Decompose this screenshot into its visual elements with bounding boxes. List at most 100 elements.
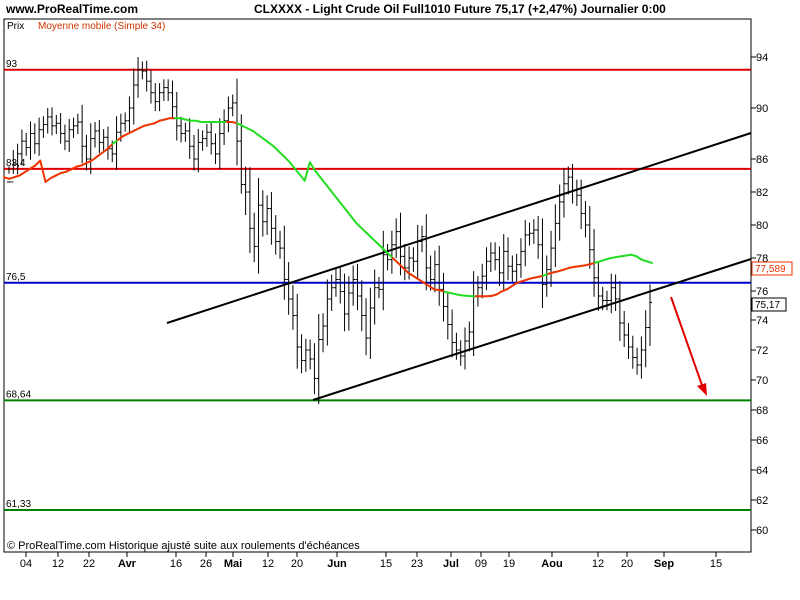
ma-segment xyxy=(257,133,265,140)
ma-segment xyxy=(262,137,270,144)
price-bar xyxy=(260,190,265,237)
x-tick-label: 20 xyxy=(291,558,303,570)
price-bar xyxy=(536,215,541,259)
price-bar xyxy=(316,314,321,404)
price-bar xyxy=(389,230,394,274)
price-bar xyxy=(299,334,304,374)
price-bar xyxy=(273,215,278,255)
price-bar xyxy=(183,122,188,142)
legend-moving-average: Moyenne mobile (Simple 34) xyxy=(38,21,165,32)
price-bar xyxy=(187,118,192,159)
price-bar xyxy=(544,255,549,297)
price-bar xyxy=(312,343,317,395)
ma-segment xyxy=(28,164,37,170)
price-bar xyxy=(553,204,558,268)
price-bar xyxy=(15,143,20,175)
x-tick-label: 16 xyxy=(170,558,182,570)
ma-segment xyxy=(407,271,415,278)
y-tick-label: 62 xyxy=(756,495,768,507)
price-bar xyxy=(531,219,536,244)
price-bar xyxy=(635,347,640,375)
price-bar xyxy=(230,94,235,117)
x-tick-label: Jun xyxy=(327,558,347,570)
price-bar xyxy=(75,113,80,135)
ma-segment xyxy=(277,150,285,158)
y-tick-label: 90 xyxy=(756,103,768,115)
price-bar xyxy=(50,107,55,136)
level-label-83,4: 83,4 xyxy=(6,158,26,169)
price-bar xyxy=(247,167,252,254)
price-bar xyxy=(467,321,472,352)
price-bar xyxy=(454,332,459,360)
site-brand[interactable]: www.ProRealTime.com xyxy=(6,2,139,16)
price-bar xyxy=(566,166,571,195)
price-bar xyxy=(385,243,390,271)
price-bar xyxy=(501,234,506,291)
x-tick-label: 09 xyxy=(475,558,487,570)
price-bar xyxy=(424,214,429,291)
price-bar xyxy=(527,222,532,246)
price-bar xyxy=(140,61,145,80)
ma-segment xyxy=(91,155,99,162)
price-bar xyxy=(333,268,338,297)
y-tick-label: 94 xyxy=(756,52,768,64)
last-ma-tag: 77,589 xyxy=(751,261,793,276)
price-bar xyxy=(136,57,141,98)
price-bar xyxy=(11,150,16,183)
price-bar xyxy=(394,218,399,258)
ma-segment xyxy=(303,161,311,182)
x-tick-label: 12 xyxy=(52,558,64,570)
price-bar xyxy=(265,195,270,235)
footer-note: © ProRealTime.com Historique ajusté suit… xyxy=(7,540,360,552)
ma-segment xyxy=(298,173,306,182)
price-bar xyxy=(80,104,85,164)
price-bar xyxy=(617,281,622,341)
price-bar xyxy=(153,83,158,112)
price-bar xyxy=(329,274,334,311)
price-bar xyxy=(428,255,433,291)
ma-segment xyxy=(391,257,399,264)
price-bar xyxy=(157,83,162,112)
price-bar xyxy=(45,108,50,134)
ma-segment xyxy=(511,281,519,288)
price-bar xyxy=(191,134,196,171)
price-bar xyxy=(609,273,614,314)
x-tick-label: 04 xyxy=(20,558,32,570)
x-tick-label: 12 xyxy=(592,558,604,570)
ma-segment xyxy=(350,215,358,225)
price-bars xyxy=(7,57,652,404)
last-price-tag: 75,17 xyxy=(751,297,787,312)
last-ma-value: 77,589 xyxy=(755,264,786,275)
price-bar xyxy=(484,247,489,291)
price-bar xyxy=(127,96,132,133)
price-bar xyxy=(269,192,274,245)
price-bar xyxy=(97,120,102,154)
price-bar xyxy=(88,123,93,175)
forecast-arrow xyxy=(670,296,707,396)
legend-price: Prix xyxy=(7,21,24,32)
price-bar xyxy=(213,133,218,165)
price-bar xyxy=(630,335,635,369)
ma-segment xyxy=(365,232,374,240)
price-bar xyxy=(24,132,29,156)
x-tick-label: 23 xyxy=(411,558,423,570)
price-bar xyxy=(222,109,227,145)
x-tick-label: 15 xyxy=(380,558,392,570)
price-bar xyxy=(37,117,42,156)
ma-segment xyxy=(505,285,514,291)
price-bar xyxy=(174,92,179,141)
price-bar xyxy=(342,273,347,332)
price-bar xyxy=(321,313,326,353)
price-bar xyxy=(372,269,377,325)
x-tick-label: Avr xyxy=(118,558,137,570)
price-bar xyxy=(209,121,214,155)
price-bar xyxy=(518,238,523,278)
ma-segment xyxy=(293,166,301,176)
x-tick-label: 15 xyxy=(710,558,722,570)
plot-frame xyxy=(3,18,752,553)
y-tick-label: 82 xyxy=(756,187,768,199)
price-bar xyxy=(510,255,515,282)
ma-segment xyxy=(412,275,420,281)
price-bar xyxy=(355,263,360,311)
x-tick-label: 12 xyxy=(262,558,274,570)
